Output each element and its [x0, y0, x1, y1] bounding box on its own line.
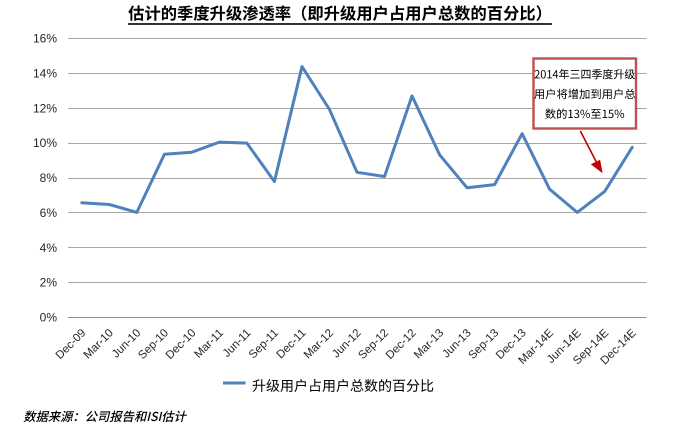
svg-text:6%: 6% — [40, 206, 58, 220]
svg-text:16%: 16% — [33, 32, 57, 46]
svg-text:12%: 12% — [33, 101, 57, 115]
svg-text:10%: 10% — [33, 136, 57, 150]
svg-text:2%: 2% — [40, 276, 58, 290]
svg-text:8%: 8% — [40, 171, 58, 185]
svg-text:14%: 14% — [33, 66, 57, 80]
svg-text:4%: 4% — [40, 241, 58, 255]
svg-text:0%: 0% — [40, 311, 58, 325]
